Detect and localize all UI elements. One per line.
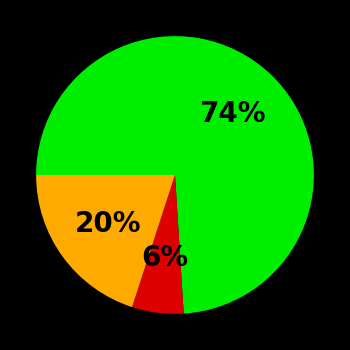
Wedge shape xyxy=(132,175,184,314)
Text: 20%: 20% xyxy=(74,210,141,238)
Text: 6%: 6% xyxy=(141,244,188,272)
Text: 74%: 74% xyxy=(199,100,265,128)
Wedge shape xyxy=(36,175,175,307)
Wedge shape xyxy=(36,36,314,314)
